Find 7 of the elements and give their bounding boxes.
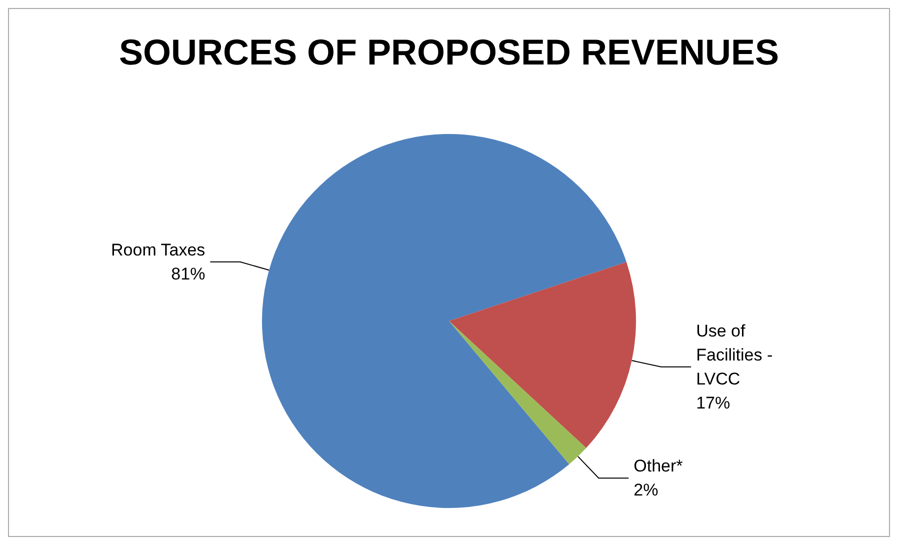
data-label: 17% [696,393,730,412]
slice-label: Use of Facilities - LVCC [696,321,778,388]
data-label: 2% [634,480,658,500]
chart-title: SOURCES OF PROPOSED REVENUES [118,32,780,72]
slice-label: Other* [634,456,684,476]
data-label: 81% [171,264,206,284]
slice-label: Room Taxes [111,240,206,260]
